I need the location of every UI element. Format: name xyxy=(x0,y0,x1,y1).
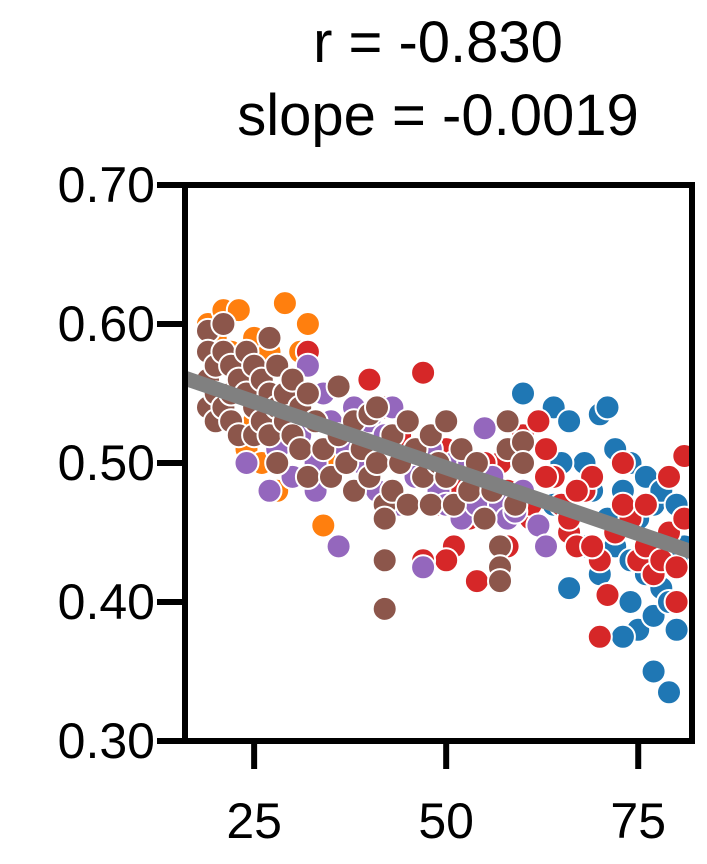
y-tick-label: 0.30 xyxy=(58,713,155,769)
data-point-purple xyxy=(471,415,498,442)
data-point-purple xyxy=(410,554,437,581)
regression-line xyxy=(185,371,692,560)
y-tick-label: 0.40 xyxy=(58,574,155,630)
data-point-red xyxy=(579,533,606,560)
data-point-blue xyxy=(609,623,636,650)
data-point-red xyxy=(671,443,692,469)
data-point-brown xyxy=(433,408,460,435)
data-point-brown xyxy=(394,491,421,518)
data-point-red xyxy=(533,463,559,490)
data-point-red xyxy=(656,463,682,490)
y-tick-label: 0.50 xyxy=(58,435,155,491)
data-point-brown xyxy=(364,394,390,421)
scatter-points xyxy=(195,290,692,706)
data-point-brown xyxy=(471,505,498,532)
data-point-brown xyxy=(510,450,536,476)
data-point-orange xyxy=(271,290,298,317)
data-point-brown xyxy=(325,373,352,400)
data-point-red xyxy=(433,547,460,574)
data-point-brown xyxy=(394,408,421,435)
data-point-red xyxy=(586,623,613,650)
data-point-brown xyxy=(256,324,283,351)
data-point-orange xyxy=(294,311,321,337)
data-point-red xyxy=(563,477,590,504)
data-point-brown xyxy=(294,463,321,490)
data-point-red xyxy=(410,359,437,386)
data-point-brown xyxy=(210,311,237,337)
data-point-brown xyxy=(371,547,398,574)
y-tick-label: 0.60 xyxy=(58,296,155,352)
data-point-brown xyxy=(494,408,521,435)
data-point-blue xyxy=(510,380,536,407)
data-point-brown xyxy=(264,450,291,476)
data-point-red xyxy=(632,491,659,518)
data-point-red xyxy=(671,505,692,532)
x-tick-label: 50 xyxy=(418,793,474,849)
x-axis: 25 50 75 xyxy=(226,741,666,849)
data-point-blue xyxy=(594,394,621,421)
y-axis: 0.30 0.40 0.50 0.60 0.70 xyxy=(58,157,185,769)
data-point-blue xyxy=(556,408,583,435)
data-point-red xyxy=(356,366,383,393)
data-point-red xyxy=(594,582,621,608)
data-point-blue xyxy=(556,575,583,602)
data-point-purple xyxy=(233,450,260,476)
data-point-blue xyxy=(656,679,682,706)
x-tick-label: 25 xyxy=(226,793,282,849)
data-point-red xyxy=(609,491,636,518)
data-point-red xyxy=(663,589,690,615)
title-line-slope: slope = -0.0019 xyxy=(237,83,638,148)
data-point-purple xyxy=(325,533,352,560)
data-point-brown xyxy=(294,380,321,407)
data-point-purple xyxy=(256,477,283,504)
data-point-blue xyxy=(663,616,690,643)
data-point-purple xyxy=(533,533,559,560)
data-point-brown xyxy=(371,595,398,622)
data-point-red xyxy=(463,568,490,595)
data-point-blue xyxy=(617,589,644,615)
chart-title: r = -0.830 slope = -0.0019 xyxy=(237,10,638,148)
data-point-blue xyxy=(640,658,667,685)
data-point-brown xyxy=(417,491,444,518)
data-point-brown xyxy=(371,505,398,532)
data-point-orange xyxy=(310,512,337,539)
data-point-brown xyxy=(487,568,513,595)
data-point-brown xyxy=(287,436,314,463)
x-tick-label: 75 xyxy=(610,793,666,849)
data-point-red xyxy=(525,408,552,435)
data-point-red xyxy=(609,450,636,476)
title-line-r: r = -0.830 xyxy=(313,10,563,75)
data-point-red xyxy=(663,554,690,581)
y-tick-label: 0.70 xyxy=(58,157,155,213)
data-point-red xyxy=(533,436,559,463)
